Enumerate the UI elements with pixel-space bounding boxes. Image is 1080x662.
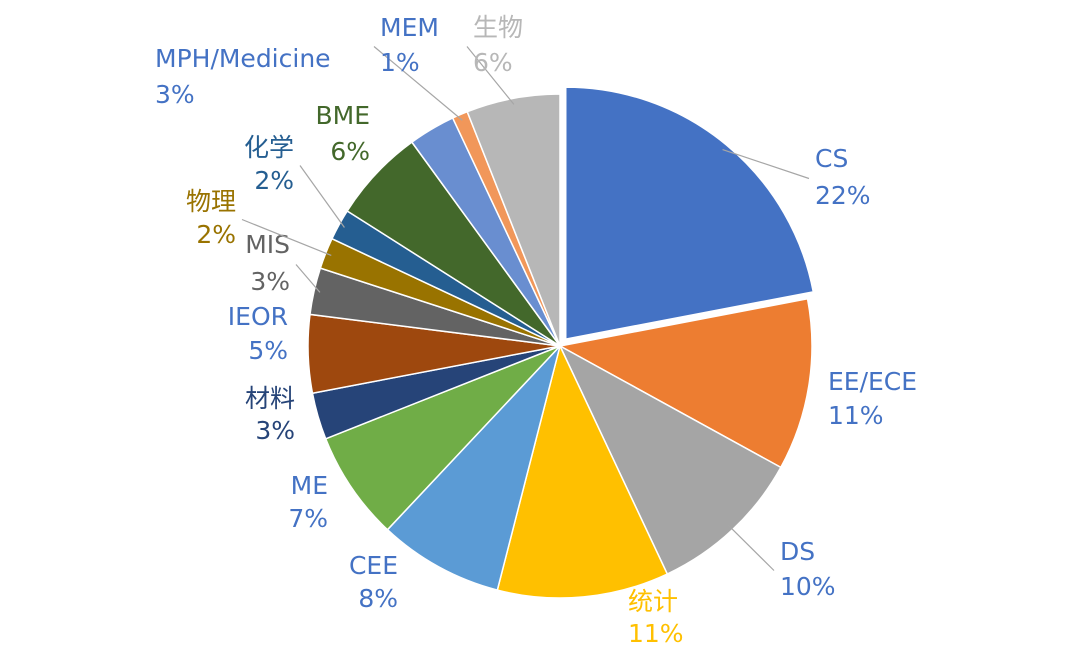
value-label: 3% <box>255 416 295 445</box>
value-label: 22% <box>815 181 871 210</box>
category-label: 材料 <box>245 384 295 413</box>
value-label: 2% <box>196 220 236 249</box>
leader-line <box>727 524 775 571</box>
value-label: 2% <box>254 166 294 195</box>
leader-line <box>373 46 463 121</box>
leader-line <box>241 218 332 256</box>
category-label: MPH/Medicine <box>155 44 331 73</box>
value-label: 8% <box>358 584 398 613</box>
category-label: 物理 <box>186 187 236 216</box>
category-label: ME <box>291 471 328 500</box>
category-label: 生物 <box>473 13 523 42</box>
pie-slice <box>564 86 815 340</box>
category-label: IEOR <box>228 302 288 331</box>
leader-line <box>466 46 515 105</box>
value-label: 1% <box>380 48 420 77</box>
pie-slice <box>466 93 561 347</box>
category-label: DS <box>780 537 815 566</box>
value-label: 5% <box>248 336 288 365</box>
value-label: 3% <box>155 80 195 109</box>
pie-slice <box>386 345 561 591</box>
value-label: 11% <box>628 619 684 648</box>
leader-line <box>722 148 810 180</box>
value-label: 10% <box>780 572 836 601</box>
category-label: MIS <box>245 230 290 259</box>
category-label: BME <box>315 101 370 130</box>
category-label: 化学 <box>244 133 294 162</box>
category-label: CS <box>815 144 848 173</box>
value-label: 6% <box>473 48 513 77</box>
category-label: MEM <box>380 13 439 42</box>
pie-slice <box>324 345 561 531</box>
value-label: 6% <box>330 137 370 166</box>
category-label: EE/ECE <box>828 367 917 396</box>
pie-slice <box>557 297 813 469</box>
category-label: 统计 <box>628 587 678 616</box>
value-label: 7% <box>288 504 328 533</box>
leader-line <box>295 264 321 293</box>
value-label: 3% <box>250 267 290 296</box>
category-label: CEE <box>349 551 398 580</box>
value-label: 11% <box>828 401 884 430</box>
pie-slice <box>496 343 669 599</box>
leader-line <box>299 165 345 228</box>
